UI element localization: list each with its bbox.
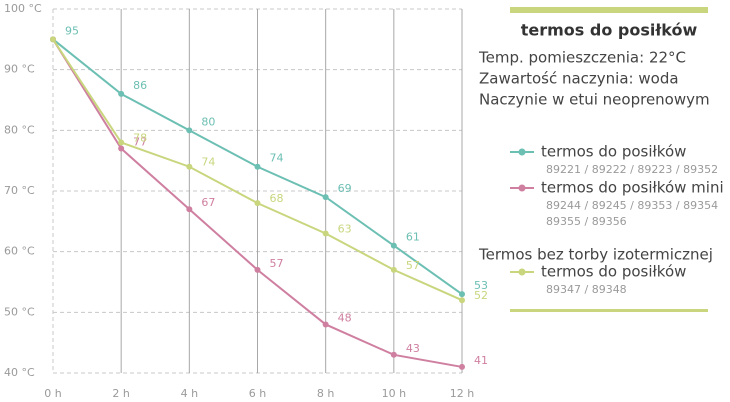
data-point [50,36,56,43]
data-point [254,266,261,273]
data-label: 95 [65,24,79,37]
legend-codes: 89244 / 89245 / 89353 / 89354 [546,199,718,212]
x-tick-label: 4 h [181,387,198,400]
data-label: 69 [338,182,352,195]
data-label: 41 [474,354,488,367]
y-tick-label: 70 °C [4,184,35,197]
x-tick-label: 10 h [382,387,406,400]
data-point [322,230,329,237]
data-point [322,321,329,328]
legend-marker [518,148,526,156]
legend-entry: termos do posiłków [541,143,686,161]
data-label: 52 [474,289,488,302]
y-tick-label: 60 °C [4,245,35,258]
data-label: 86 [133,79,147,92]
legend-codes: 89355 / 89356 [546,215,627,228]
data-label: 67 [201,196,215,209]
legend-group-heading: Termos bez torby izotermicznej [478,246,713,264]
legend-entry: termos do posiłków mini [541,179,724,197]
data-point [459,363,465,370]
legend-codes: 89221 / 89222 / 89223 / 89352 [546,163,718,176]
data-point [459,291,465,298]
data-point [186,127,193,134]
x-tick-label: 12 h [450,387,474,400]
footer-bar [510,309,708,312]
data-point [254,163,261,170]
data-label: 57 [270,257,284,270]
data-label: 57 [406,259,420,272]
x-tick-label: 0 h [44,387,61,400]
data-point [186,206,193,213]
data-label: 68 [270,192,284,205]
data-label: 63 [338,222,352,235]
data-point [186,163,193,170]
data-point [390,351,397,358]
data-label: 53 [474,279,488,292]
y-tick-label: 40 °C [4,366,35,379]
data-point [459,297,465,304]
data-point [390,242,397,249]
legend-codes: 89347 / 89348 [546,283,627,296]
data-label: 78 [133,131,147,144]
data-point [118,139,125,146]
data-point [118,90,125,97]
data-point [254,200,261,207]
legend-entry: termos do posiłków [541,263,686,281]
y-tick-label: 80 °C [4,123,35,136]
data-label: 48 [338,311,352,324]
data-label: 80 [201,115,215,128]
legend-marker [518,184,526,192]
data-point [118,145,125,152]
note: Zawartość naczynia: woda [479,70,679,88]
header-bar [510,7,708,13]
data-label: 74 [270,152,284,165]
chart-title: termos do posiłków [521,21,698,40]
x-tick-label: 8 h [317,387,334,400]
x-tick-label: 6 h [249,387,266,400]
data-point [390,266,397,273]
x-tick-label: 2 h [112,387,129,400]
data-label: 61 [406,231,420,244]
note: Naczynie w etui neoprenowym [479,91,710,109]
legend-marker [518,268,526,276]
y-tick-label: 50 °C [4,305,35,318]
data-point [322,194,329,201]
y-tick-label: 90 °C [4,63,35,76]
data-label: 43 [406,342,420,355]
note: Temp. pomieszczenia: 22°C [478,49,686,67]
data-label: 74 [201,156,215,169]
data-label: 77 [133,136,147,149]
y-tick-label: 100 °C [4,2,42,15]
